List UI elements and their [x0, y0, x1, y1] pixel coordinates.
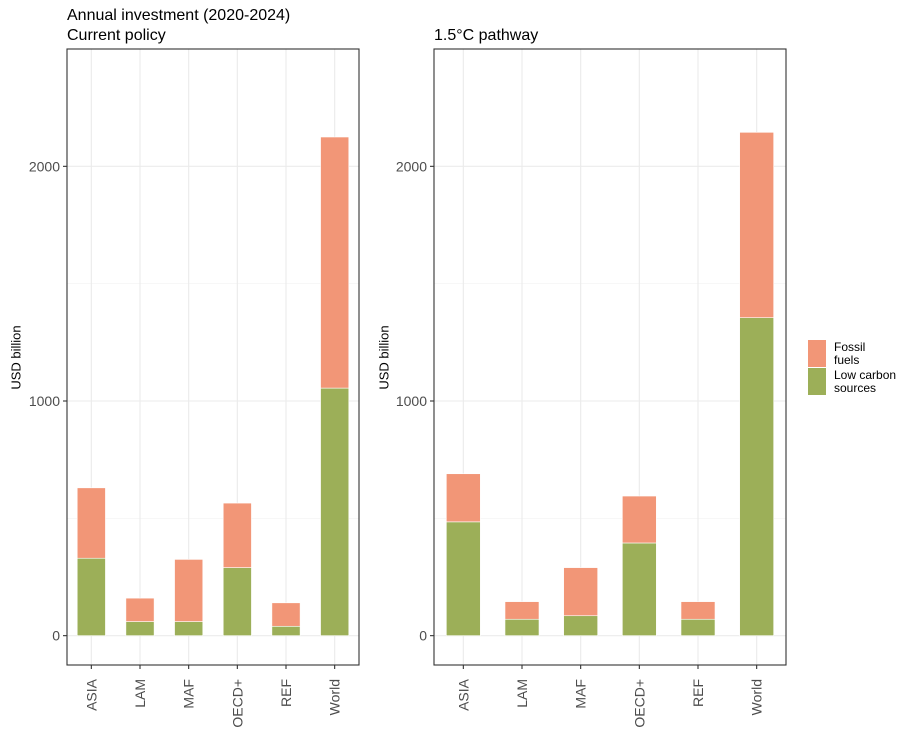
panel-2-y-tick-label: 0	[419, 628, 427, 644]
legend-label-low-carbon: Low carbon sources	[834, 368, 897, 395]
panel-1-x-tick-label: LAM	[132, 679, 148, 708]
panel-2-x-tick-label: MAF	[573, 679, 589, 709]
legend-swatch-fossil-fuels	[808, 340, 826, 367]
panel-1-title: Annual investment (2020-2024) Current po…	[67, 6, 290, 46]
legend: Fossil fuels Low carbon sources	[808, 340, 914, 396]
panel-1-bar-oecd-fossil-fuels	[222, 502, 252, 568]
panel-1-title-line1: Annual investment (2020-2024)	[67, 7, 291, 24]
panel-1-y-tick-label: 2000	[29, 158, 60, 174]
panel-2-bar-world-fossil-fuels	[739, 132, 774, 318]
legend-item-fossil-fuels: Fossil fuels	[808, 340, 914, 368]
panel-2-title-line1: 1.5°C pathway	[434, 27, 539, 44]
panel-2-y-tick-label: 1000	[396, 393, 427, 409]
panel-1-bar-asia-low-carbon-sources	[76, 557, 106, 636]
panel-2-x-tick-label: LAM	[514, 679, 530, 708]
panel-2-x-tick-label: OECD+	[631, 679, 647, 728]
panel-1-bar-ref-low-carbon-sources	[271, 625, 301, 636]
panel-2-bar-oecd-low-carbon-sources	[622, 542, 657, 636]
panel-2-bar-world-low-carbon-sources	[739, 317, 774, 636]
panel-1-x-tick-label: REF	[278, 679, 294, 707]
panel-1-bar-oecd-low-carbon-sources	[222, 567, 252, 636]
panel-1-x-tick-label: ASIA	[83, 678, 99, 711]
panel-2-x-tick-label: REF	[690, 679, 706, 707]
panel-2-background	[434, 49, 786, 665]
panel-1-bar-maf-fossil-fuels	[174, 559, 204, 622]
panel-1-background	[67, 49, 359, 665]
legend-label-fossil-fuels: Fossil fuels	[834, 340, 866, 367]
panel-1-bar-asia-fossil-fuels	[76, 487, 106, 559]
panel-2-bar-oecd-fossil-fuels	[622, 495, 657, 544]
panel-2-bar-asia-fossil-fuels	[446, 473, 481, 523]
panel-2-bar-ref-low-carbon-sources	[680, 618, 716, 636]
legend-swatch-low-carbon	[808, 368, 826, 395]
panel-1-bar-lam-fossil-fuels	[125, 597, 155, 622]
panel-2-border	[433, 48, 787, 666]
panel-1-border	[66, 48, 360, 666]
panel-1-subtitle: Current policy	[67, 27, 166, 44]
panel-2-bar-maf-fossil-fuels	[563, 567, 598, 617]
panel-1-x-tick-label: World	[327, 679, 343, 715]
panel-1-x-tick-label: OECD+	[229, 679, 245, 728]
panel-1-y-tick-label: 0	[52, 628, 60, 644]
panel-2-bar-lam-low-carbon-sources	[504, 618, 540, 636]
panel-1-bar-maf-low-carbon-sources	[174, 621, 204, 636]
legend-item-low-carbon: Low carbon sources	[808, 368, 914, 396]
panel-2-title: 1.5°C pathway	[434, 26, 538, 46]
panel-2-y-tick-label: 2000	[396, 158, 427, 174]
panel-2-bar-maf-low-carbon-sources	[563, 615, 598, 636]
panel-2-x-tick-label: World	[749, 679, 765, 715]
panel-1-y-tick-label: 1000	[29, 393, 60, 409]
panel-2-bar-ref-fossil-fuels	[680, 601, 716, 620]
panel-2-bar-asia-low-carbon-sources	[446, 521, 481, 636]
panel-1-bar-world-low-carbon-sources	[320, 387, 350, 636]
panel-1-bar-world-fossil-fuels	[320, 136, 350, 389]
panel-2-bar-lam-fossil-fuels	[504, 601, 540, 620]
panel-2-x-tick-label: ASIA	[455, 678, 471, 711]
panel-1-bar-lam-low-carbon-sources	[125, 621, 155, 636]
panel-1-bar-ref-fossil-fuels	[271, 602, 301, 627]
panel-1-x-tick-label: MAF	[181, 679, 197, 709]
